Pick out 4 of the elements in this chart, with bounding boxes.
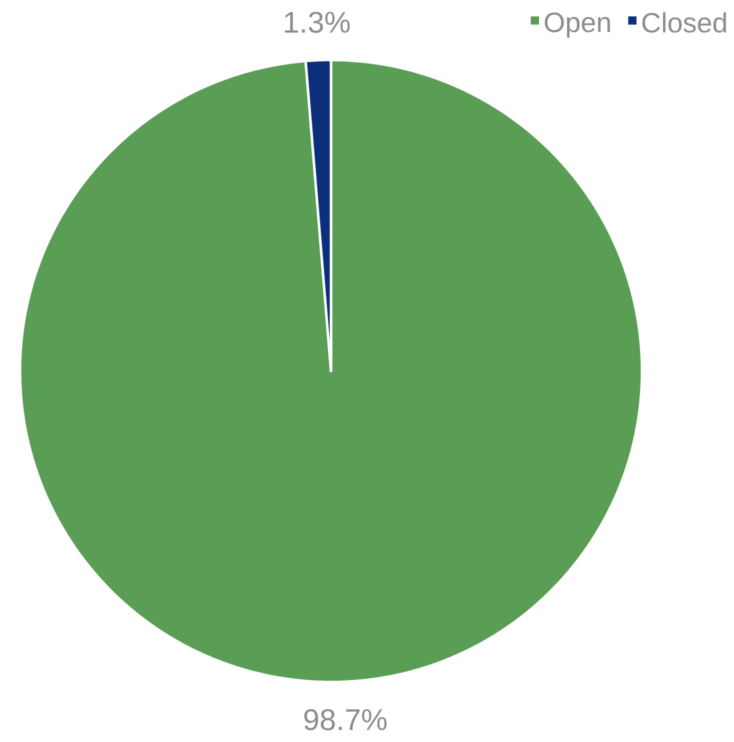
data-label: 1.3% xyxy=(284,12,350,33)
data-label: 98.7% xyxy=(304,709,387,730)
legend-label: Open xyxy=(544,12,610,38)
legend-label: Closed xyxy=(642,12,726,33)
